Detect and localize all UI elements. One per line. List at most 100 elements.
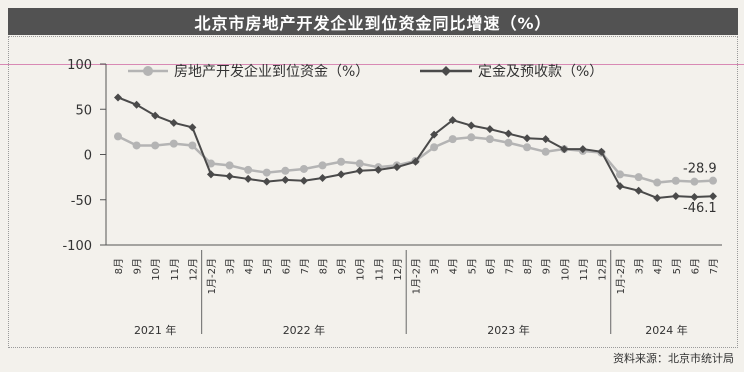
x-tick-label: 11月 [578, 258, 590, 281]
x-tick-label: 1月-2月 [411, 258, 423, 294]
x-tick-label: 5月 [262, 258, 274, 274]
series-point-deposits [299, 176, 308, 185]
source-note: 资料来源：北京市统计局 [613, 352, 734, 365]
series-point-deposits [653, 193, 662, 202]
y-tick-label: 50 [75, 103, 92, 118]
series-point-funds [169, 139, 178, 148]
series-point-deposits [151, 111, 160, 120]
x-tick-label: 9月 [336, 258, 348, 274]
x-tick-label: 12月 [596, 258, 608, 281]
y-tick-label: -100 [62, 239, 92, 254]
series-point-deposits [169, 118, 178, 127]
x-tick-label: 6月 [689, 258, 701, 274]
x-tick-label: 7月 [299, 258, 311, 274]
series-point-funds [188, 141, 197, 150]
x-tick-label: 3月 [225, 258, 237, 274]
legend-marker [441, 66, 451, 76]
series-point-funds [337, 157, 346, 166]
series-point-funds [114, 132, 122, 141]
x-tick-label: 11月 [373, 258, 385, 281]
annotation-funds: -28.9 [683, 162, 717, 177]
series-point-deposits [188, 123, 197, 132]
x-tick-label: 5月 [671, 258, 683, 274]
x-tick-label: 9月 [132, 258, 144, 274]
series-point-deposits [634, 186, 643, 195]
x-tick-label: 4月 [243, 258, 255, 274]
series-point-funds [318, 161, 327, 170]
chart-title: 北京市房地产开发企业到位资金同比增速（%） [194, 13, 552, 33]
series-point-funds [355, 159, 364, 168]
series-point-funds [504, 138, 513, 147]
x-tick-label: 8月 [318, 258, 330, 274]
x-tick-label: 11月 [169, 258, 181, 281]
series-point-deposits [597, 147, 606, 156]
y-tick-label: -50 [71, 194, 92, 209]
series-point-deposits [262, 177, 271, 186]
x-tick-label: 4月 [652, 258, 664, 274]
series-point-deposits [244, 174, 253, 183]
series-point-deposits [690, 193, 699, 202]
x-tick-label: 1月-2月 [206, 258, 218, 294]
series-point-deposits [355, 166, 364, 175]
series-point-funds [671, 176, 680, 185]
x-tick-label: 7月 [503, 258, 515, 274]
series-point-funds [485, 135, 494, 144]
series-point-deposits [132, 100, 141, 109]
x-tick-label: 7月 [708, 258, 720, 274]
series-point-deposits [206, 170, 215, 179]
legend-marker [143, 66, 153, 76]
x-tick-label: 3月 [634, 258, 646, 274]
annotation-deposits: -46.1 [683, 201, 717, 216]
series-point-deposits [392, 163, 401, 172]
x-tick-label: 10月 [150, 258, 162, 281]
top-guide-line [0, 64, 744, 65]
legend-label: 定金及预收款（%） [478, 64, 603, 80]
series-point-deposits [504, 129, 513, 138]
series-point-funds [262, 168, 271, 177]
series-point-funds [151, 141, 160, 150]
series-point-funds [634, 173, 643, 182]
x-tick-label: 4月 [448, 258, 460, 274]
x-tick-label: 9月 [541, 258, 553, 274]
x-tick-label: 6月 [280, 258, 292, 274]
series-point-deposits [671, 192, 680, 201]
y-tick-label: 0 [84, 149, 92, 164]
x-tick-label: 10月 [355, 258, 367, 281]
series-point-funds [225, 161, 234, 170]
series-point-deposits [541, 135, 550, 144]
year-label: 2023 年 [487, 323, 530, 337]
chart-title-bar: 北京市房地产开发企业到位资金同比增速（%） [8, 8, 738, 35]
x-tick-label: 5月 [466, 258, 478, 274]
series-point-deposits [374, 165, 383, 174]
series-point-funds [430, 143, 439, 152]
x-tick-label: 6月 [485, 258, 497, 274]
series-line-deposits [117, 96, 714, 199]
series-point-funds [299, 164, 308, 173]
year-label: 2021 年 [134, 323, 177, 337]
series-point-deposits [411, 157, 420, 166]
series-point-deposits [616, 182, 625, 191]
series-point-deposits [709, 192, 717, 201]
series-point-funds [541, 147, 550, 156]
series-point-deposits [560, 145, 569, 154]
series-point-funds [132, 141, 141, 150]
x-tick-label: 1月-2月 [615, 258, 627, 294]
series-point-deposits [485, 125, 494, 134]
series-point-deposits [523, 134, 532, 143]
chart-frame [8, 36, 738, 348]
series-point-deposits [448, 116, 457, 125]
series-point-funds [448, 135, 457, 144]
series-point-funds [523, 143, 532, 152]
year-label: 2022 年 [283, 323, 326, 337]
y-tick-label: 100 [67, 58, 92, 73]
series-point-funds [467, 133, 476, 142]
series-point-deposits [318, 174, 327, 183]
series-point-funds [206, 159, 215, 168]
series-point-funds [690, 177, 699, 186]
series-point-deposits [225, 172, 234, 181]
series-point-deposits [467, 121, 476, 130]
series-point-deposits [578, 145, 587, 154]
series-point-funds [653, 178, 662, 187]
series-point-deposits [281, 175, 290, 184]
series-point-deposits [430, 130, 439, 139]
